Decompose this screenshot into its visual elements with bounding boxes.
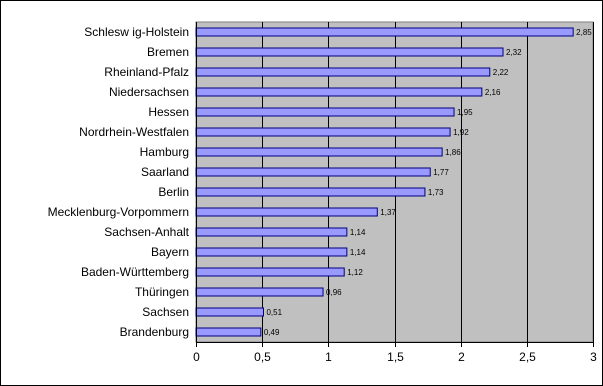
value-label-4: 1,95 [457,108,473,117]
value-label-6: 1,86 [445,148,461,157]
category-label-7: Saarland [141,165,189,179]
category-labels: Schlesw ig-Holstein Bremen Rheinland-Pfalz… [48,25,190,339]
value-label-7: 1,77 [433,168,449,177]
bar-3 [195,87,483,97]
bar-15 [195,327,262,337]
bar-5 [195,127,451,137]
value-label-1: 2,32 [506,48,522,57]
value-label-11: 1,14 [350,248,366,257]
bar-6 [195,147,443,157]
bar-9 [195,207,378,217]
x-tick-label-0: 0 [193,350,200,364]
category-label-12: Baden-Württemberg [81,265,189,279]
x-tick-label-3: 1,5 [387,350,404,364]
bar-0 [195,27,574,37]
category-label-3: Niedersachsen [109,85,189,99]
value-label-0: 2,85 [576,28,592,37]
x-tick-label-1: 0,5 [254,350,271,364]
category-label-6: Hamburg [140,145,189,159]
category-label-10: Sachsen-Anhalt [104,225,189,239]
bar-12 [195,267,345,277]
bar-2 [195,67,491,77]
category-label-14: Sachsen [142,305,189,319]
category-label-5: Nordrhein-Westfalen [79,125,189,139]
category-label-8: Berlin [158,185,189,199]
bar-10 [195,227,348,237]
value-label-3: 2,16 [485,88,501,97]
bar-13 [195,287,324,297]
x-tick-label-6: 3 [590,350,597,364]
value-label-8: 1,73 [428,188,444,197]
value-label-10: 1,14 [350,228,366,237]
category-label-4: Hessen [148,105,189,119]
bar-4 [195,107,455,117]
value-label-5: 1,92 [453,128,469,137]
bar-11 [195,247,348,257]
x-axis: 0 0,5 1 1,5 2 2,5 3 [193,22,597,364]
bar-1 [195,47,504,57]
x-tick-label-4: 2 [458,350,465,364]
bar-8 [195,187,426,197]
category-label-0: Schlesw ig-Holstein [84,25,189,39]
value-label-2: 2,22 [493,68,509,77]
x-tick-label-2: 1 [325,350,332,364]
category-label-2: Rheinland-Pfalz [104,65,189,79]
bar-7 [195,167,431,177]
bars [195,27,574,337]
value-label-15: 0,49 [264,328,280,337]
category-label-11: Bayern [151,245,189,259]
value-label-14: 0,51 [266,308,282,317]
value-label-9: 1,37 [380,208,396,217]
category-label-1: Bremen [147,45,189,59]
value-labels: 2,85 2,32 2,22 2,16 1,95 1,92 1,86 1,77 1,73 1,37… [264,28,592,337]
category-label-13: Thüringen [135,285,189,299]
value-label-12: 1,12 [347,268,363,277]
bar-14 [195,307,264,317]
category-label-9: Mecklenburg-Vorpommern [48,205,189,219]
x-tick-label-5: 2,5 [519,350,536,364]
value-label-13: 0,96 [326,288,342,297]
category-label-15: Brandenburg [120,325,189,339]
